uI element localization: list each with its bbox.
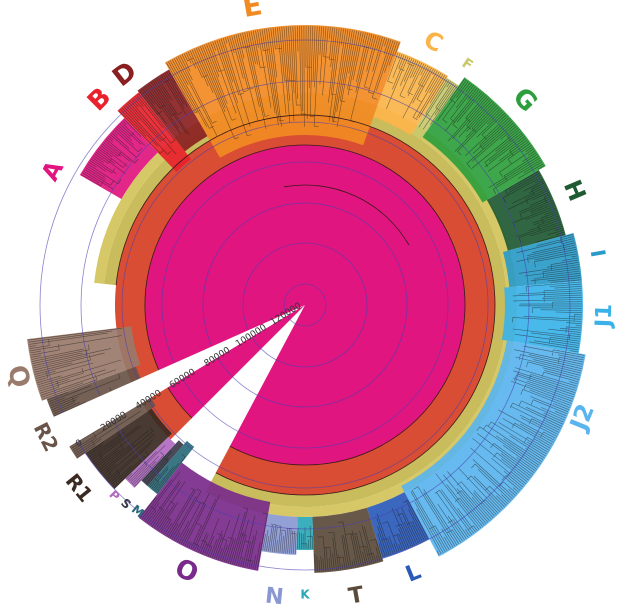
branches-p (126, 445, 166, 487)
clade-label-i: I (586, 248, 611, 260)
clade-sector-q (27, 326, 141, 401)
time-scale-circle (39, 39, 571, 571)
branches-f (418, 78, 458, 130)
deep-branch (115, 114, 496, 496)
clade-sector-b (117, 92, 192, 172)
clade-label-o: O (170, 553, 202, 589)
time-scale-circle (80, 80, 530, 530)
clade-label-r1: R1 (61, 469, 98, 507)
clade-label-t: T (347, 582, 366, 609)
tree-branches (28, 25, 585, 572)
branches-o (139, 471, 268, 570)
time-scale-circles (39, 39, 571, 571)
branches-j2 (410, 345, 585, 556)
clade-label-l: L (402, 559, 424, 587)
clade-label-g: G (507, 82, 543, 118)
clade-label-f: F (459, 55, 476, 74)
axis-gap-wedge (30, 305, 305, 460)
axis-gap (30, 305, 305, 460)
branches-d (138, 70, 190, 135)
time-scale-circle (283, 283, 327, 327)
branches-i (516, 234, 581, 284)
clade-label-q: Q (1, 362, 35, 391)
branches-b (118, 93, 177, 155)
root-clade-sector (145, 145, 466, 466)
branches-s (142, 450, 173, 485)
time-scale-circle (242, 242, 368, 368)
branches-e (166, 25, 400, 140)
branches-m (148, 454, 186, 493)
clade-label-k: K (300, 588, 310, 602)
axis-tick-label: 0 (74, 438, 84, 450)
branches-t (314, 521, 383, 572)
clade-label-b: B (82, 82, 117, 117)
clade-sector-s (141, 440, 184, 487)
branches-a (81, 119, 146, 190)
clade-label-c: C (419, 25, 447, 58)
clade-sector-n (261, 513, 298, 555)
branches-l (376, 499, 429, 558)
time-scale-circle (202, 202, 408, 408)
clade-label-j1: J1 (591, 303, 617, 329)
clade-sector-j2 (401, 340, 586, 557)
branches-h (502, 171, 565, 243)
branches-q (28, 327, 123, 400)
clade-sector-h (486, 170, 566, 251)
branches-g (437, 78, 545, 194)
clade-label-d: D (107, 56, 142, 93)
clade-sector-o (138, 462, 271, 571)
clade-sector-m (147, 440, 195, 495)
branches-k (297, 525, 313, 550)
clade-label-e: E (240, 0, 265, 24)
clade-sector-e (165, 24, 401, 158)
branches-j1 (512, 281, 583, 353)
branches-r1 (86, 425, 155, 488)
deep-branch (284, 184, 410, 246)
clade-label-n: N (264, 583, 285, 610)
clade-sector-f (412, 77, 459, 140)
clade-label-a: A (36, 156, 70, 186)
time-scale-circle (161, 161, 449, 449)
branches-c (386, 52, 447, 121)
clade-label-p: P (106, 488, 122, 504)
time-scale-circle (121, 121, 489, 489)
clade-label-h: H (558, 176, 592, 205)
deep-branch (144, 144, 466, 466)
